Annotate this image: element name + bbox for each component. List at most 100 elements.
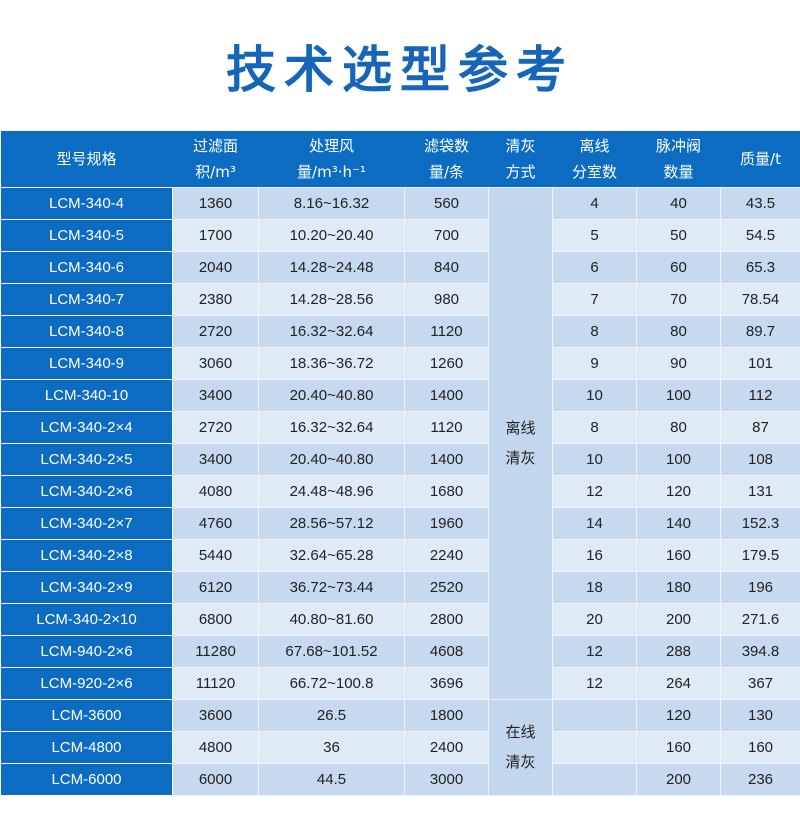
cell-offline-chambers: [552, 731, 637, 764]
cell-filter-area: 4760: [172, 507, 259, 540]
cleaning-text: 离线: [505, 419, 536, 437]
table-row: LCM-340-8 2720 16.32~32.64 1120 8 80 89.7: [0, 315, 800, 348]
cell-model: LCM-340-2×6: [0, 475, 173, 508]
cell-pulse-valves: 264: [636, 667, 721, 700]
cell-model: LCM-340-2×10: [0, 603, 173, 636]
cell-filter-area: 11120: [172, 667, 259, 700]
cell-pulse-valves: 200: [636, 763, 721, 796]
cell-bag-count: 1400: [404, 379, 489, 412]
header-air-volume: 处理风量/m³·h⁻¹: [258, 131, 405, 188]
cell-model: LCM-340-2×7: [0, 507, 173, 540]
cell-bag-count: 2240: [404, 539, 489, 572]
cell-model: LCM-340-2×8: [0, 539, 173, 572]
cell-air-volume: 40.80~81.60: [258, 603, 405, 636]
cell-model: LCM-3600: [0, 699, 173, 732]
cleaning-text: 在线: [505, 723, 536, 741]
header-model: 型号规格: [0, 131, 173, 188]
table-row: LCM-340-10 3400 20.40~40.80 1400 10 100 112: [0, 379, 800, 412]
cell-air-volume: 14.28~24.48: [258, 251, 405, 284]
cell-bag-count: 840: [404, 251, 489, 284]
cell-pulse-valves: 70: [636, 283, 721, 316]
cell-bag-count: 2400: [404, 731, 489, 764]
cell-bag-count: 1680: [404, 475, 489, 508]
cell-offline-chambers: 4: [552, 187, 637, 220]
header-text: 分室数: [571, 163, 617, 181]
cell-mass: 78.54: [720, 283, 800, 316]
cell-bag-count: 2520: [404, 571, 489, 604]
header-pulse-valves: 脉冲阀 数量: [636, 131, 721, 188]
table-row: LCM-340-2×4 2720 16.32~32.64 1120 8 80 87: [0, 411, 800, 444]
cell-mass: 101: [720, 347, 800, 380]
cell-model: LCM-6000: [0, 763, 173, 796]
table-row: LCM-340-2×7 4760 28.56~57.12 1960 14 140 152.3: [0, 507, 800, 540]
cell-mass: 43.5: [720, 187, 800, 220]
table-row: LCM-3600 3600 26.5 1800 在线 清灰 120 130: [0, 699, 800, 796]
header-text: 脉冲阀: [655, 137, 701, 155]
cell-air-volume: 14.28~28.56: [258, 283, 405, 316]
cell-offline-chambers: 8: [552, 315, 637, 348]
cell-bag-count: 1400: [404, 443, 489, 476]
cell-model: LCM-340-4: [0, 187, 173, 220]
cell-filter-area: 3600: [172, 699, 259, 732]
cell-offline-chambers: 7: [552, 283, 637, 316]
table-row: LCM-940-2×6 11280 67.68~101.52 4608 12 288 394…: [0, 635, 800, 668]
cell-filter-area: 3400: [172, 379, 259, 412]
cell-air-volume: 26.5: [258, 699, 405, 732]
cell-bag-count: 3000: [404, 763, 489, 796]
cell-filter-area: 2720: [172, 315, 259, 348]
cell-model: LCM-340-6: [0, 251, 173, 284]
cell-offline-chambers: 10: [552, 443, 637, 476]
cell-filter-area: 6000: [172, 763, 259, 796]
cell-filter-area: 1700: [172, 219, 259, 252]
cell-offline-chambers: 14: [552, 507, 637, 540]
cell-filter-area: 5440: [172, 539, 259, 572]
cell-model: LCM-340-9: [0, 347, 173, 380]
cell-bag-count: 1120: [404, 411, 489, 444]
cell-air-volume: 20.40~40.80: [258, 379, 405, 412]
cell-model: LCM-920-2×6: [0, 667, 173, 700]
cell-filter-area: 1360: [172, 187, 259, 220]
cell-pulse-valves: 100: [636, 379, 721, 412]
cell-pulse-valves: 160: [636, 539, 721, 572]
cell-mass: 160: [720, 731, 800, 764]
cell-filter-area: 4800: [172, 731, 259, 764]
table-row: LCM-340-6 2040 14.28~24.48 840 6 60 65.3: [0, 251, 800, 284]
header-text: 量/条: [428, 163, 465, 181]
cell-pulse-valves: 180: [636, 571, 721, 604]
cell-mass: 54.5: [720, 219, 800, 252]
header-text: 量/m³·h⁻¹: [297, 163, 366, 181]
cleaning-text: 清灰: [505, 753, 536, 771]
cell-offline-chambers: 20: [552, 603, 637, 636]
cell-pulse-valves: 160: [636, 731, 721, 764]
cell-air-volume: 36: [258, 731, 405, 764]
cell-mass: 112: [720, 379, 800, 412]
cell-filter-area: 4080: [172, 475, 259, 508]
cell-model: LCM-4800: [0, 731, 173, 764]
cell-bag-count: 1260: [404, 347, 489, 380]
table-row: LCM-920-2×6 11120 66.72~100.8 3696 12 264 367: [0, 667, 800, 700]
cell-bag-count: 560: [404, 187, 489, 220]
cell-cleaning-method: 在线 清灰: [488, 699, 553, 796]
cell-filter-area: 6800: [172, 603, 259, 636]
cell-mass: 394.8: [720, 635, 800, 668]
cell-offline-chambers: [552, 699, 637, 732]
header-row: 型号规格 过滤面 积/m³ 处理风 量/m³·h⁻¹ 滤袋数 量/条 清灰 方式 离线 分室数 脉冲阀…: [0, 131, 800, 188]
cell-mass: 131: [720, 475, 800, 508]
header-text: 离线: [579, 137, 610, 155]
spec-table: 型号规格 过滤面 积/m³ 处理风 量/m³·h⁻¹ 滤袋数 量/条 清灰 方式 离线 分室数 脉冲阀…: [0, 131, 800, 796]
table-row: LCM-6000 6000 44.5 3000 200 236: [0, 763, 800, 796]
cell-air-volume: 36.72~73.44: [258, 571, 405, 604]
cell-mass: 130: [720, 699, 800, 732]
cell-offline-chambers: 12: [552, 475, 637, 508]
cell-model: LCM-940-2×6: [0, 635, 173, 668]
header-text: 滤袋数: [423, 137, 469, 155]
table-row: LCM-340-2×6 4080 24.48~48.96 1680 12 120 131: [0, 475, 800, 508]
cell-offline-chambers: 18: [552, 571, 637, 604]
cell-pulse-valves: 90: [636, 347, 721, 380]
cell-model: LCM-340-8: [0, 315, 173, 348]
cell-pulse-valves: 140: [636, 507, 721, 540]
cell-pulse-valves: 60: [636, 251, 721, 284]
cell-offline-chambers: 16: [552, 539, 637, 572]
cell-model: LCM-340-10: [0, 379, 173, 412]
header-text: 处理风: [308, 137, 354, 155]
